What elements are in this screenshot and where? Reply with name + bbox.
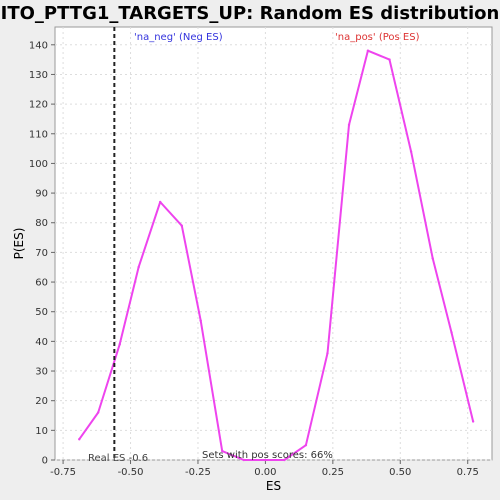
chart-title: ITO_PTTG1_TARGETS_UP: Random ES distribu… (1, 3, 500, 24)
x-tick-label: -0.50 (118, 467, 144, 478)
data-point (409, 150, 413, 153)
data-point (96, 411, 100, 414)
annotation-pos-es: 'na_pos' (Pos ES) (335, 32, 420, 43)
x-tick-label: -0.25 (185, 467, 211, 478)
data-point (326, 352, 329, 355)
data-point (180, 224, 183, 227)
data-point (431, 257, 434, 260)
x-tick-label: 0.25 (322, 467, 344, 478)
y-tick-label: 130 (29, 70, 48, 81)
data-point (159, 200, 162, 204)
data-point (242, 458, 246, 462)
annotations: 'na_neg' (Neg ES) 'na_pos' (Pos ES) Sets… (88, 32, 420, 464)
y-tick-label: 60 (35, 278, 48, 289)
data-point (450, 331, 453, 334)
x-axis-label: ES (266, 479, 281, 493)
data-point (264, 458, 267, 462)
x-tick-label: 0.75 (457, 467, 479, 478)
annotation-pos-scores: Sets with pos scores: 66% (202, 450, 333, 461)
y-tick-label: 140 (29, 40, 48, 51)
y-axis-label: P(ES) (12, 228, 26, 260)
data-point (137, 266, 140, 269)
data-point (366, 49, 370, 52)
y-tick-label: 30 (35, 367, 48, 378)
data-point (283, 458, 286, 462)
data-point (118, 343, 121, 346)
y-tick-label: 10 (35, 426, 48, 437)
series-layer (78, 27, 475, 462)
data-point (471, 420, 475, 423)
y-tick-label: 20 (35, 396, 48, 407)
data-point (388, 58, 391, 61)
y-tick-label: 50 (35, 307, 48, 318)
x-tick-label: 0.00 (254, 467, 276, 478)
y-tick-label: 80 (35, 218, 48, 229)
y-tick-label: 0 (42, 456, 48, 467)
y-tick-label: 70 (35, 248, 48, 259)
es-distribution-line (78, 49, 475, 461)
data-point (221, 449, 224, 453)
grid-lines (55, 27, 492, 461)
annotation-neg-es: 'na_neg' (Neg ES) (134, 32, 223, 43)
y-tick-label: 40 (35, 337, 48, 348)
real-es-label: Real ES -0.6 (88, 453, 148, 464)
axes: 0 10 20 30 40 50 60 70 80 90 100 110 120 130 140 -0.75 -… (29, 40, 479, 478)
plot-area (54, 26, 493, 461)
y-tick-label: 100 (29, 159, 48, 170)
y-tick-label: 120 (29, 100, 48, 111)
data-point (347, 123, 351, 127)
y-tick-label: 90 (35, 189, 48, 200)
x-tick-label: -0.75 (50, 467, 76, 478)
data-point (199, 319, 202, 322)
data-point (304, 443, 308, 447)
y-tick-label: 110 (29, 129, 48, 140)
data-point (78, 438, 81, 441)
x-tick-label: 0.50 (389, 467, 411, 478)
